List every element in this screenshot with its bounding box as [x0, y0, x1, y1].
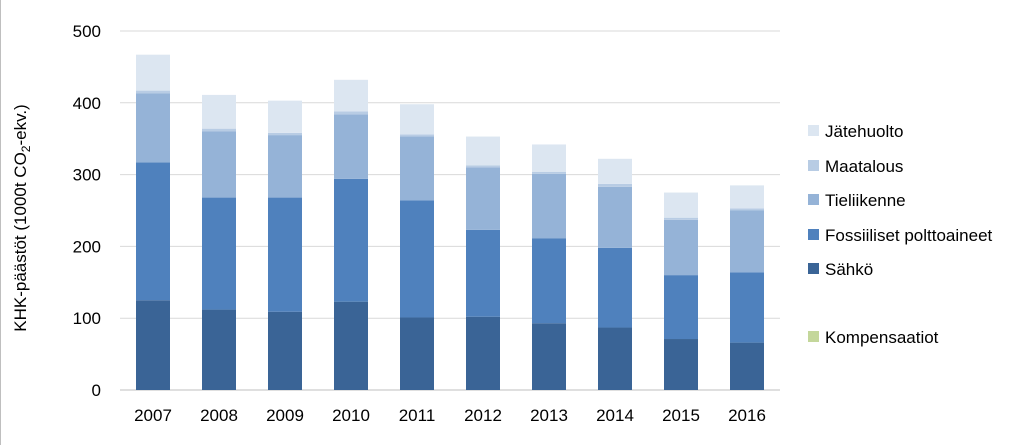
- bar-segment: [598, 247, 632, 328]
- x-tick-label: 2016: [728, 406, 766, 425]
- legend-label: Tieliikenne: [825, 191, 906, 210]
- bar-segment: [598, 158, 632, 184]
- bar-segment: [334, 114, 368, 179]
- bar-segment: [730, 185, 764, 209]
- legend: Jätehuolto Maatalous Tieliikenne Fossiilise…: [808, 122, 993, 347]
- legend-swatch: [808, 331, 819, 342]
- bar-segment: [664, 275, 698, 340]
- bar-segment: [400, 136, 434, 201]
- bars-layer: [136, 54, 764, 390]
- bar-segment: [532, 238, 566, 324]
- bar-segment: [334, 178, 368, 302]
- legend-swatch: [808, 229, 819, 240]
- y-axis-ticks: 0 100 200 300 400 500: [73, 22, 101, 400]
- y-axis-label: KHK-päästöt (1000t CO2-ekv.): [11, 104, 33, 331]
- x-tick-label: 2014: [596, 406, 634, 425]
- legend-label: Fossiiliset polttoaineet: [825, 226, 993, 245]
- x-tick-label: 2008: [200, 406, 238, 425]
- x-tick-label: 2007: [134, 406, 172, 425]
- bar-segment: [532, 323, 566, 390]
- bar-segment: [664, 192, 698, 218]
- bar-segment: [532, 144, 566, 172]
- bar-segment: [268, 311, 302, 390]
- x-tick-label: 2012: [464, 406, 502, 425]
- bar-segment: [664, 217, 698, 220]
- bar-segment: [268, 135, 302, 198]
- bar-segment: [466, 229, 500, 317]
- x-tick-label: 2010: [332, 406, 370, 425]
- bar-segment: [466, 167, 500, 230]
- bar-segment: [532, 171, 566, 174]
- bar-segment: [334, 111, 368, 115]
- bar-segment: [268, 197, 302, 312]
- bar-segment: [202, 309, 236, 390]
- bar-segment: [136, 54, 170, 91]
- bar-segment: [598, 183, 632, 187]
- x-tick-label: 2009: [266, 406, 304, 425]
- bar-segment: [532, 173, 566, 239]
- bar-segment: [202, 128, 236, 132]
- chart-frame-left-edge: [0, 0, 1, 445]
- bar-segment: [466, 165, 500, 168]
- bar-segment: [730, 208, 764, 211]
- bar-segment: [730, 210, 764, 273]
- bar-segment: [400, 200, 434, 318]
- x-axis-ticks: 2007 2008 2009 2010 2011 2012 2013 2014 2015 2016: [134, 406, 766, 425]
- bar-segment: [664, 219, 698, 276]
- bar-segment: [730, 272, 764, 343]
- bar-segment: [136, 93, 170, 163]
- y-axis-label-tail: -ekv.): [11, 104, 30, 145]
- bar-segment: [466, 136, 500, 166]
- bar-segment: [730, 342, 764, 390]
- y-axis-label-main: KHK-päästöt (1000t CO: [11, 152, 30, 332]
- y-tick-label: 400: [73, 94, 101, 113]
- legend-swatch: [808, 194, 819, 205]
- y-axis-label-subscript: 2: [19, 145, 33, 152]
- legend-label: Sähkö: [825, 260, 873, 279]
- bar-segment: [268, 100, 302, 133]
- y-tick-label: 200: [73, 237, 101, 256]
- y-tick-label: 100: [73, 309, 101, 328]
- bar-segment: [202, 131, 236, 198]
- bar-segment: [400, 317, 434, 390]
- bar-segment: [598, 186, 632, 248]
- bar-segment: [136, 162, 170, 301]
- y-tick-label: 300: [73, 166, 101, 185]
- y-tick-label: 0: [92, 381, 101, 400]
- bar-segment: [268, 132, 302, 136]
- legend-swatch: [808, 160, 819, 171]
- bar-segment: [136, 300, 170, 390]
- bar-segment: [202, 94, 236, 129]
- legend-swatch: [808, 263, 819, 274]
- legend-swatch: [808, 125, 819, 136]
- bar-segment: [202, 197, 236, 310]
- legend-label: Maatalous: [825, 157, 903, 176]
- bar-segment: [466, 316, 500, 390]
- bar-segment: [136, 90, 170, 94]
- x-tick-label: 2011: [399, 406, 436, 425]
- x-tick-label: 2015: [662, 406, 700, 425]
- x-tick-label: 2013: [530, 406, 568, 425]
- bar-segment: [400, 134, 434, 137]
- bar-segment: [334, 301, 368, 390]
- y-tick-label: 500: [73, 22, 101, 41]
- legend-label: Jätehuolto: [825, 122, 903, 141]
- bar-segment: [334, 79, 368, 112]
- bar-segment: [400, 104, 434, 135]
- legend-label: Kompensaatiot: [825, 328, 939, 347]
- bar-segment: [664, 339, 698, 390]
- bar-segment: [598, 327, 632, 390]
